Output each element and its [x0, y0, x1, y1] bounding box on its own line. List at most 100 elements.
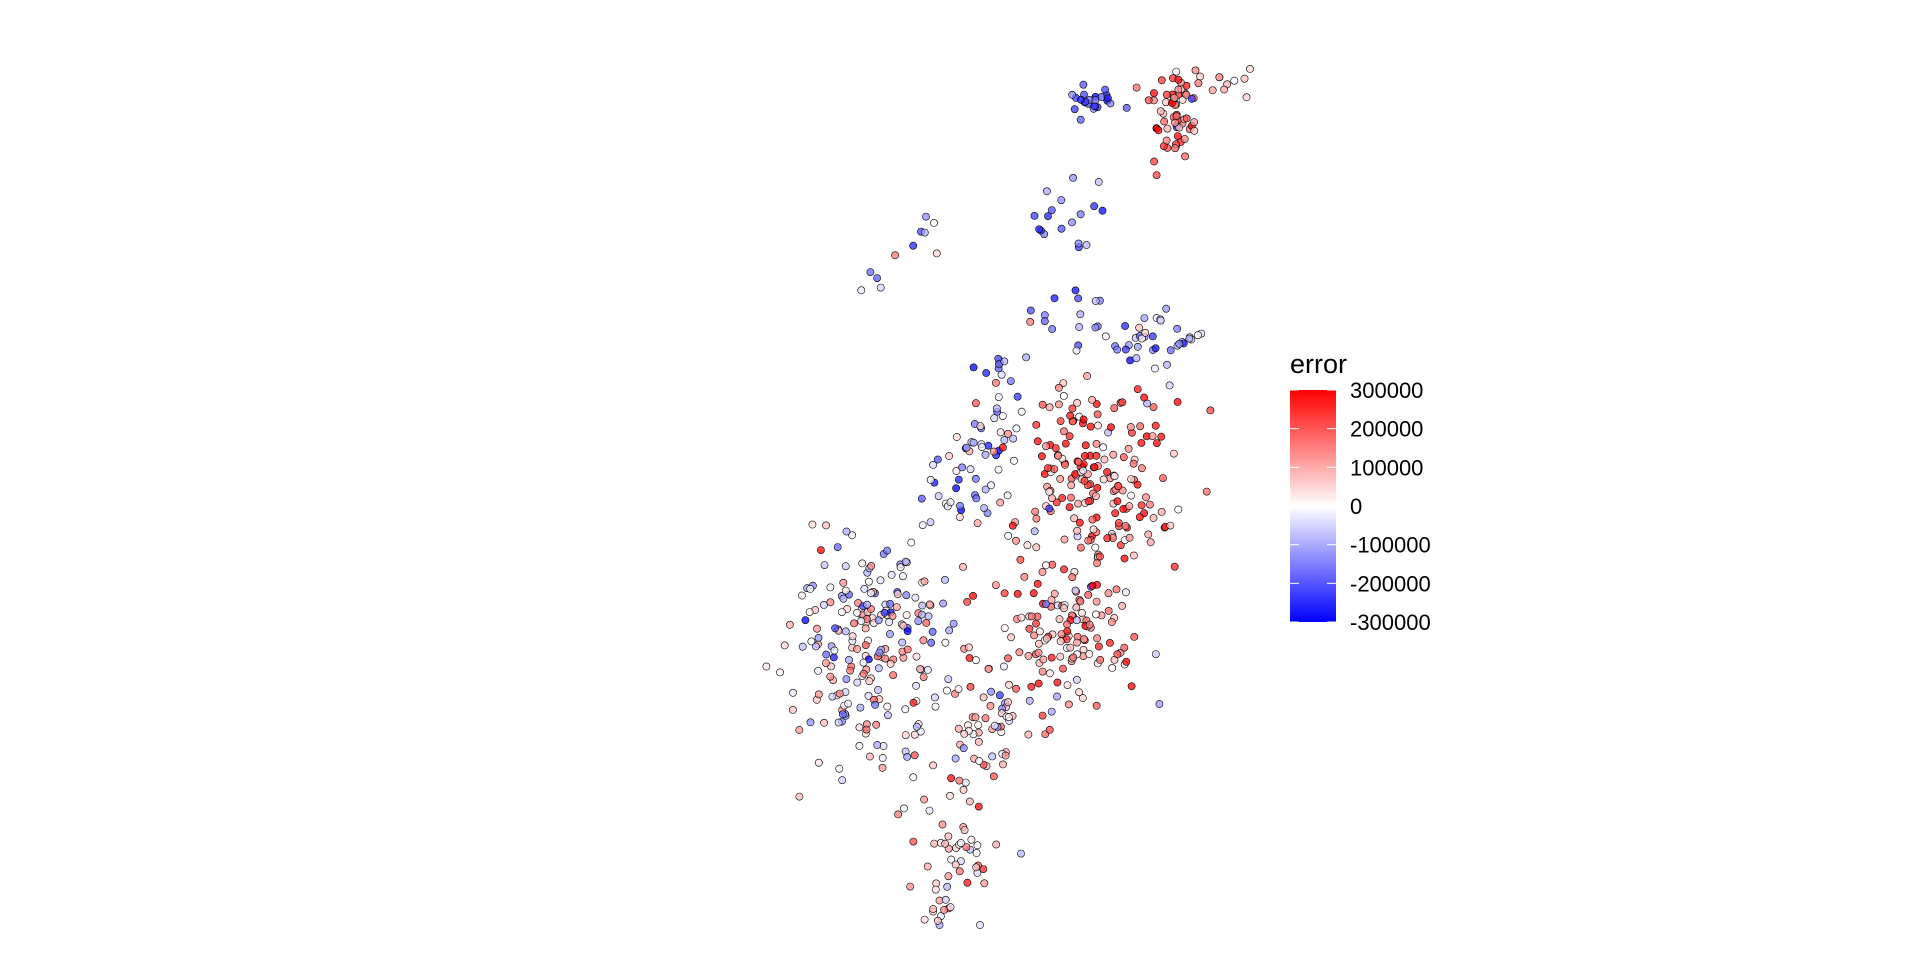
data-point [943, 686, 951, 695]
data-point [981, 450, 990, 459]
color-legend: error 300000 200000 100000 0 -100000 -200000 -… [1290, 349, 1431, 635]
data-point [922, 619, 931, 627]
data-point [1045, 726, 1054, 734]
data-point [853, 645, 862, 653]
data-point [1043, 464, 1052, 472]
data-point [1174, 75, 1183, 84]
data-point [1073, 398, 1081, 407]
data-point [989, 447, 998, 456]
data-point [939, 599, 948, 608]
data-point [1027, 682, 1036, 691]
data-point [1135, 513, 1144, 521]
data-point [1093, 410, 1102, 419]
data-point [994, 393, 1003, 401]
data-point [1093, 483, 1102, 492]
data-point [1040, 317, 1049, 326]
data-point [922, 212, 930, 221]
data-point [1159, 474, 1167, 482]
data-point [1069, 173, 1077, 182]
data-point [933, 455, 942, 464]
data-point [844, 699, 852, 708]
data-point [1056, 474, 1065, 483]
data-point [1065, 700, 1073, 709]
data-point [1137, 501, 1146, 510]
data-point [1032, 420, 1041, 429]
data-point [1059, 664, 1067, 673]
data-point [1005, 680, 1013, 689]
data-point [1065, 432, 1074, 441]
data-point [1166, 346, 1175, 355]
data-point [962, 443, 971, 452]
data-point [1112, 585, 1121, 594]
data-point [1056, 637, 1065, 646]
data-point [1063, 681, 1072, 689]
data-point [878, 754, 887, 762]
data-point [1088, 581, 1097, 590]
data-point [1050, 589, 1059, 598]
data-point [916, 665, 924, 673]
data-point [978, 443, 986, 451]
data-point [1058, 494, 1067, 502]
data-point [1053, 678, 1062, 687]
data-point [1012, 536, 1020, 545]
data-point [1075, 323, 1084, 331]
data-point [1079, 80, 1088, 89]
data-point [976, 422, 985, 431]
data-point [992, 378, 1000, 387]
data-point [1068, 218, 1076, 227]
data-point [1113, 650, 1122, 659]
data-point [981, 714, 990, 723]
data-point [894, 810, 902, 819]
data-point [1135, 323, 1144, 332]
data-point [911, 593, 920, 602]
data-point [1092, 492, 1100, 500]
data-point [1004, 531, 1013, 540]
data-point [980, 879, 989, 888]
data-point [956, 501, 964, 510]
data-point [1076, 210, 1085, 219]
data-point [1013, 590, 1022, 598]
data-point [909, 837, 918, 846]
data-point [1180, 135, 1189, 143]
data-point [1067, 481, 1076, 490]
data-point [996, 428, 1005, 437]
data-point [1080, 476, 1089, 485]
data-point [1092, 597, 1101, 606]
data-point [841, 562, 850, 571]
data-point [1151, 364, 1159, 373]
data-point [896, 563, 905, 572]
data-point [1132, 83, 1141, 92]
data-point [786, 620, 794, 629]
data-point [1095, 642, 1103, 651]
data-point [1074, 239, 1083, 248]
data-point [1016, 555, 1025, 564]
data-point [1045, 487, 1054, 496]
data-point [929, 905, 937, 913]
data-point [833, 543, 842, 551]
data-point [1063, 620, 1071, 629]
data-point [1048, 325, 1057, 333]
data-point [1133, 385, 1142, 393]
data-point [929, 761, 937, 770]
data-point [805, 608, 814, 616]
data-point [962, 843, 971, 851]
data-point [966, 465, 975, 474]
data-point [1156, 107, 1165, 116]
data-point [1148, 432, 1157, 440]
data-point [1122, 657, 1131, 666]
data-point [1031, 507, 1039, 516]
data-point [801, 616, 810, 625]
data-point [951, 754, 960, 763]
data-point [806, 718, 815, 727]
data-point [1110, 404, 1119, 412]
data-point [1090, 202, 1099, 211]
data-point [1073, 675, 1081, 684]
data-point [829, 653, 838, 662]
data-point [1039, 655, 1048, 664]
data-point [872, 720, 881, 729]
data-point [820, 718, 828, 727]
data-point [1009, 434, 1018, 443]
data-point [1034, 679, 1043, 688]
data-point [1163, 360, 1171, 369]
data-point [973, 519, 982, 527]
